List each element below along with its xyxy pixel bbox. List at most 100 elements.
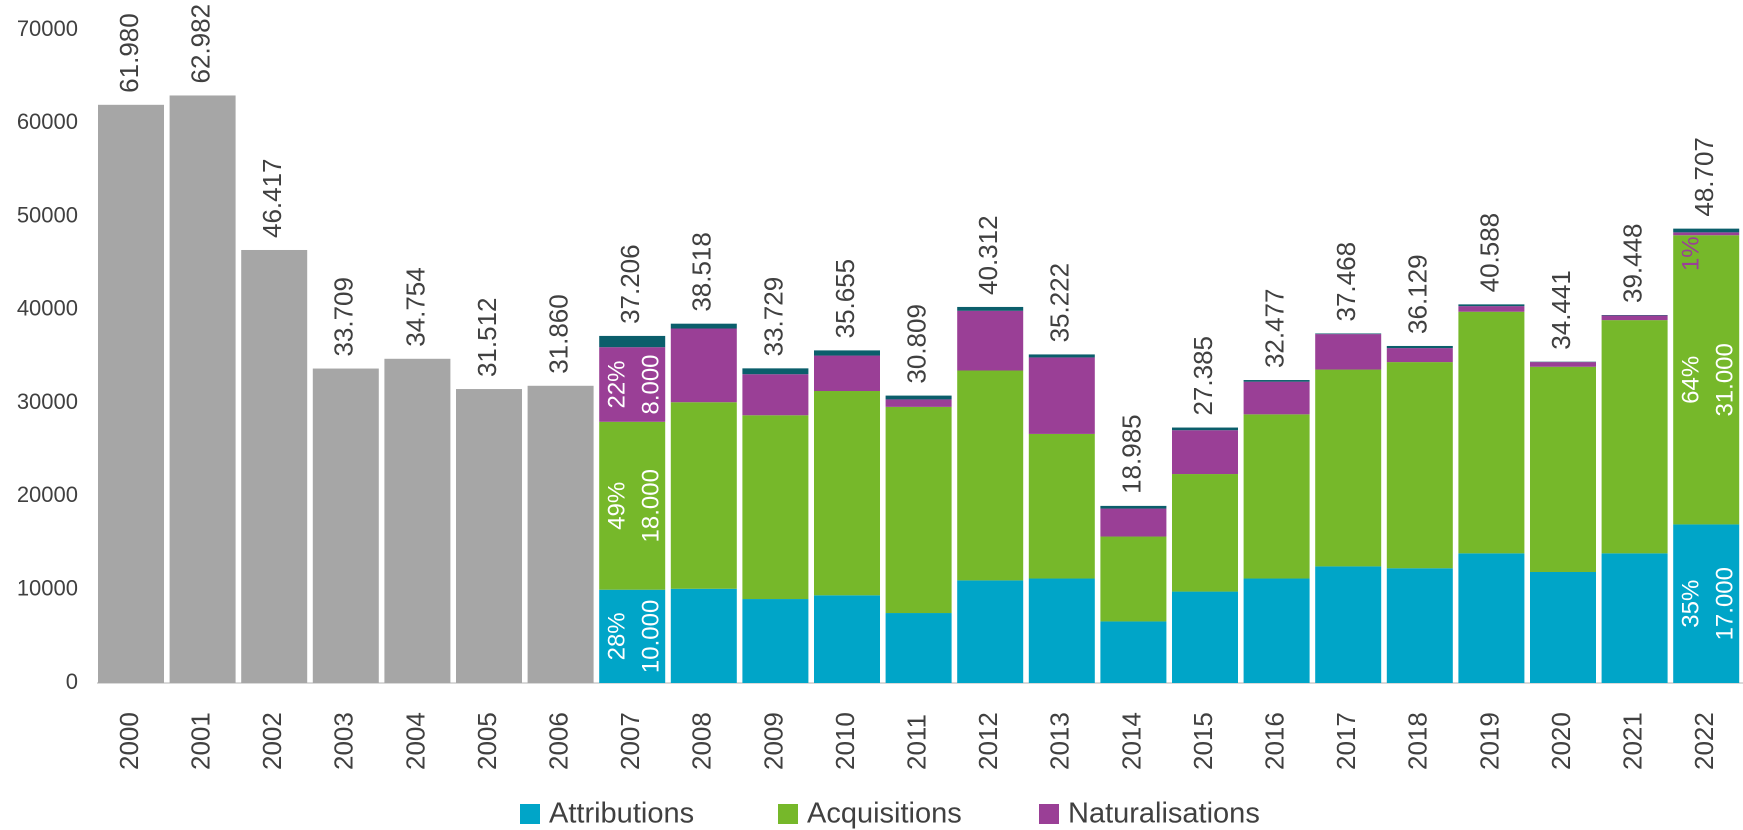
total-label: 39.448: [1617, 223, 1647, 303]
bar-segment: [1673, 524, 1740, 683]
bar-segment: [1386, 362, 1453, 569]
bar-segment: [1530, 362, 1596, 367]
x-tick-label: 2006: [543, 712, 573, 770]
bar-segment: [1100, 536, 1167, 622]
bar-segment: [599, 589, 666, 683]
total-label: 40.588: [1474, 213, 1504, 293]
bar-segment: [1243, 578, 1310, 683]
x-tick-label: 2010: [830, 712, 860, 770]
x-tick-label: 2022: [1689, 712, 1719, 770]
bar-segment: [1315, 334, 1382, 370]
bar-segment: [1386, 348, 1453, 363]
legend-label: Attributions: [549, 798, 694, 830]
x-tick-label: 2005: [472, 712, 502, 770]
bar-segment: [1601, 315, 1668, 321]
bar-segment: [742, 374, 809, 416]
bar-segment: [1458, 553, 1525, 683]
segment-value-label: 8.000: [638, 354, 665, 414]
x-tick-label: 2000: [114, 712, 144, 770]
legend-swatch: [778, 804, 798, 824]
total-label: 38.518: [687, 232, 717, 312]
bar-segment: [1172, 430, 1238, 475]
total-label: 31.512: [472, 298, 502, 378]
segment-share-label: 22%: [604, 360, 631, 408]
bar-segment: [98, 104, 164, 684]
bar-segment: [599, 421, 666, 590]
bar-segment: [1243, 414, 1310, 579]
total-label: 27.385: [1188, 336, 1218, 416]
x-tick-label: 2002: [257, 712, 287, 770]
legend-swatch: [1039, 804, 1059, 824]
x-tick-label: 2012: [973, 712, 1003, 770]
x-tick-label: 2011: [901, 714, 931, 770]
bar-segment: [312, 368, 379, 683]
y-tick-label: 20000: [17, 482, 78, 507]
total-label: 30.809: [901, 304, 931, 384]
bar-segment: [384, 358, 451, 683]
bar-segment: [742, 368, 809, 375]
total-label: 61.980: [114, 13, 144, 93]
segment-value-label: 18.000: [638, 469, 665, 542]
legend-swatch: [520, 804, 540, 824]
bar-segment: [957, 580, 1024, 683]
legend-label: Naturalisations: [1068, 798, 1260, 830]
total-label: 34.754: [400, 267, 430, 347]
x-tick-label: 2001: [185, 712, 215, 770]
total-label: 33.709: [329, 277, 359, 357]
bar-segment: [1243, 380, 1310, 382]
total-label: 37.206: [615, 244, 645, 324]
bar-segment: [957, 370, 1024, 581]
bar-segment: [814, 350, 880, 356]
bar-segment: [1458, 311, 1525, 554]
bar-segment: [1530, 571, 1596, 683]
bar-segment: [1458, 306, 1525, 312]
segment-share-label: 35%: [1678, 580, 1705, 628]
y-tick-label: 0: [66, 669, 78, 694]
x-tick-label: 2008: [687, 712, 717, 770]
bar-segment: [1100, 621, 1167, 683]
y-tick-label: 40000: [17, 296, 78, 321]
bar-segment: [1673, 228, 1740, 233]
legend-label: Acquisitions: [807, 798, 962, 830]
y-tick-label: 70000: [17, 16, 78, 41]
bar-segment: [1458, 304, 1525, 307]
segment-value-label: 17.000: [1712, 567, 1739, 640]
x-tick-label: 2018: [1403, 712, 1433, 770]
x-tick-label: 2016: [1259, 712, 1289, 770]
x-tick-label: 2015: [1188, 712, 1218, 770]
bar-segment: [456, 389, 522, 683]
total-label: 36.129: [1403, 254, 1433, 334]
total-label: 32.477: [1259, 289, 1289, 369]
bar-segment: [527, 385, 594, 683]
bar-segment: [1243, 381, 1310, 415]
bar-segment: [1172, 591, 1238, 683]
bar-segment: [1386, 345, 1453, 349]
bar-segment: [885, 613, 952, 683]
x-tick-label: 2021: [1617, 712, 1647, 770]
bar-segment: [599, 335, 666, 348]
bar-segment: [241, 249, 308, 683]
segment-value-label: 10.000: [638, 600, 665, 673]
bar-segment: [1028, 433, 1095, 579]
x-tick-label: 2020: [1546, 712, 1576, 770]
x-tick-label: 2017: [1331, 712, 1361, 770]
bar-segment: [814, 355, 880, 392]
bar-segment: [1530, 366, 1596, 572]
x-tick-label: 2014: [1116, 712, 1146, 770]
bar-segment: [1028, 357, 1095, 434]
bar-segment: [169, 95, 236, 684]
bar-segment: [957, 306, 1024, 311]
total-label: 46.417: [257, 158, 287, 238]
bar-segment: [670, 323, 737, 329]
total-label: 35.655: [830, 259, 860, 339]
x-tick-label: 2009: [758, 712, 788, 770]
bar-segment: [670, 402, 737, 589]
bar-segment: [1100, 508, 1167, 537]
bar-segment: [1386, 568, 1453, 683]
y-tick-label: 60000: [17, 109, 78, 134]
bar-segment: [1028, 354, 1095, 358]
bar-segment: [1315, 566, 1382, 683]
segment-value-label: 31.000: [1712, 343, 1739, 416]
x-tick-label: 2007: [615, 712, 645, 770]
